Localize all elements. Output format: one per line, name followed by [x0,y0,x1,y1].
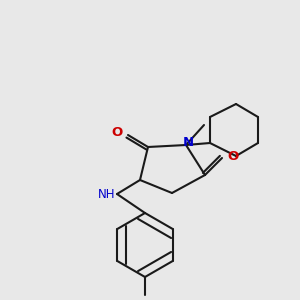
Text: NH: NH [98,188,115,200]
Text: O: O [227,149,238,163]
Text: N: N [182,136,194,149]
Text: O: O [112,127,123,140]
